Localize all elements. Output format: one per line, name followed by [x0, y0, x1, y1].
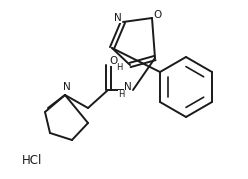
- Text: O: O: [153, 10, 161, 20]
- Text: O: O: [109, 56, 117, 66]
- Text: N: N: [124, 82, 132, 92]
- Text: HCl: HCl: [22, 154, 42, 166]
- Text: N: N: [63, 82, 71, 92]
- Text: N: N: [114, 13, 122, 23]
- Text: H: H: [116, 62, 122, 71]
- Text: H: H: [118, 90, 124, 98]
